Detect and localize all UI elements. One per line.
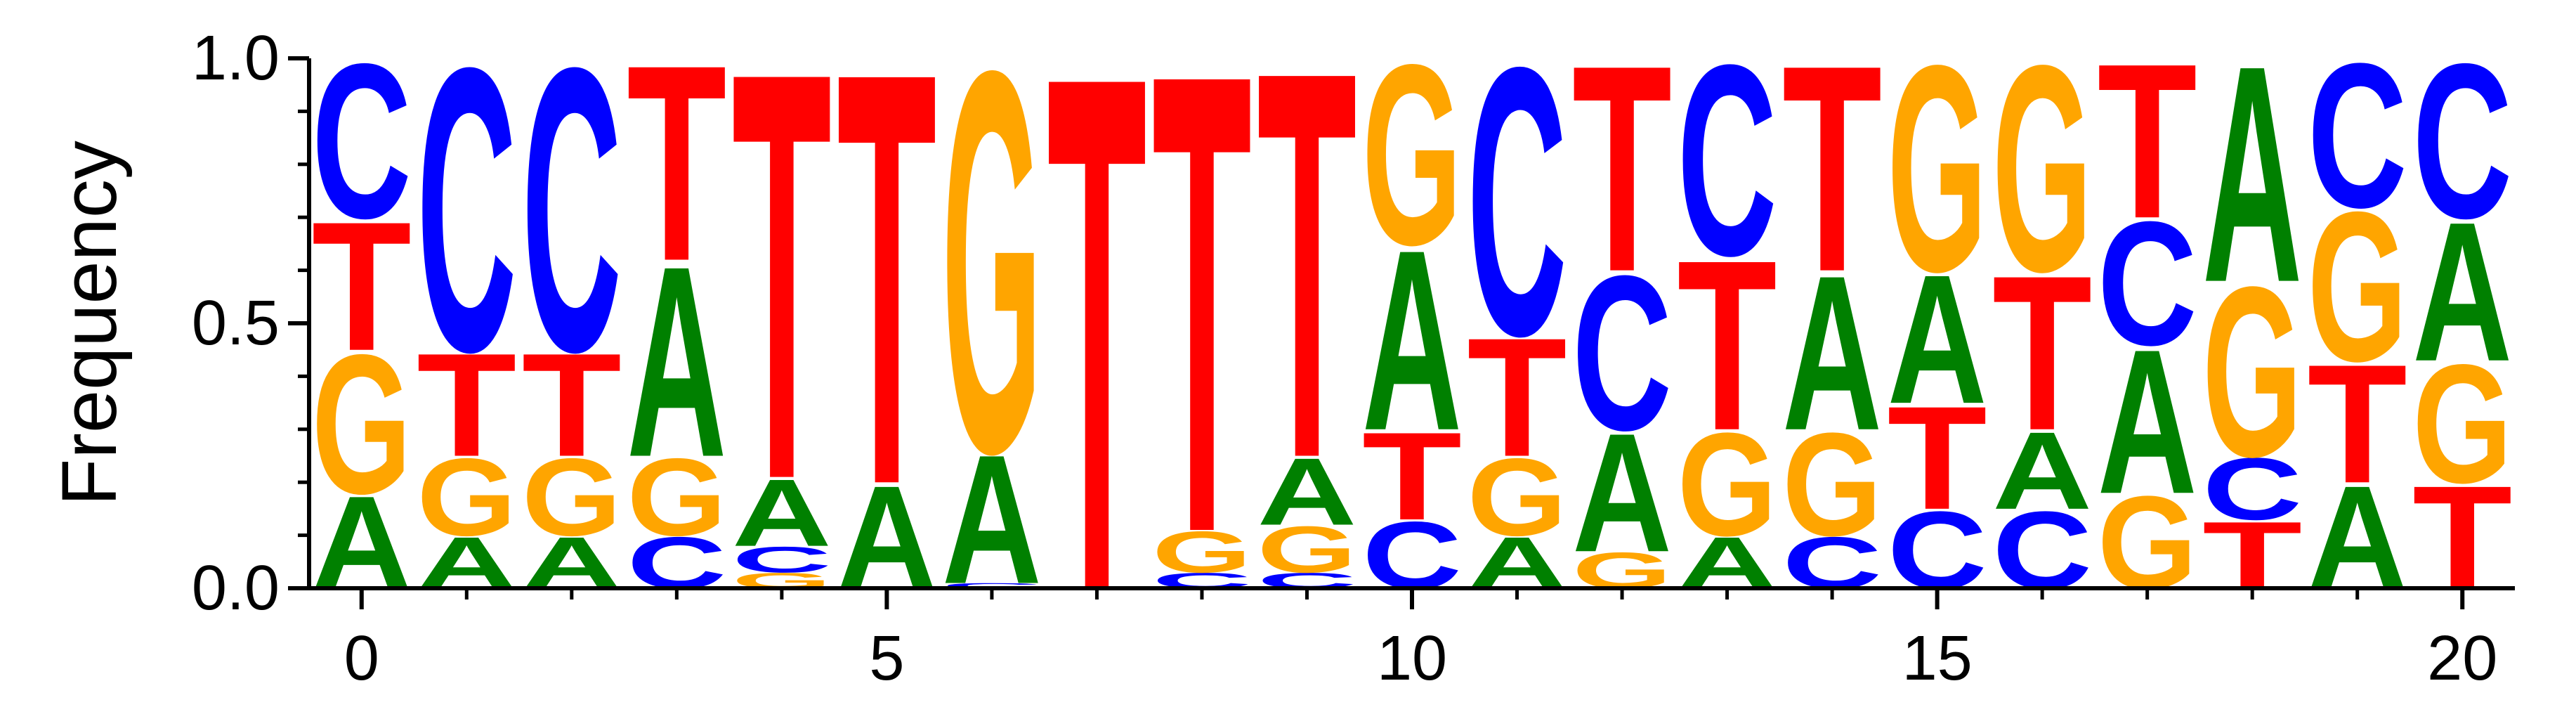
logo-letter-G-pos-2: G	[522, 436, 622, 559]
logo-letter-T-pos-8: T	[1152, 0, 1252, 669]
y-tick-label-2: 1.0	[192, 23, 280, 93]
logo-letter-C-pos-6: C	[942, 582, 1042, 590]
logo-letter-G-pos-13: G	[1678, 402, 1777, 567]
logo-letter-G-pos-11: G	[1467, 436, 1567, 559]
logo-letter-T-pos-19: T	[2308, 330, 2407, 519]
position-stack-7: T	[1047, 0, 1146, 726]
logo-letter-C-pos-2: C	[522, 0, 622, 436]
x-tick-label-1: 5	[869, 623, 904, 694]
logo-letter-A-pos-14: A	[1782, 230, 1882, 477]
logo-letter-G-pos-16: G	[1992, 4, 2092, 333]
logo-letter-C-pos-0: C	[312, 18, 412, 264]
logo-letter-G-pos-1: G	[417, 436, 516, 559]
logo-letter-T-pos-1: T	[417, 323, 516, 487]
logo-letter-C-pos-13: C	[1678, 9, 1777, 313]
logo-letter-G-pos-10: G	[1362, 12, 1462, 299]
y-axis-label: Frequency	[46, 141, 133, 506]
logo-letter-T-pos-11: T	[1467, 304, 1567, 493]
position-stack-5: AT	[837, 0, 936, 620]
logo-letter-C-pos-20: C	[2412, 18, 2512, 264]
logo-letter-G-pos-9: G	[1257, 512, 1356, 587]
logo-letter-T-pos-3: T	[627, 8, 726, 320]
logo-letter-A-pos-4: A	[732, 460, 832, 566]
logo-letter-C-pos-11: C	[1467, 0, 1567, 415]
logo-letter-G-pos-6: G	[942, 0, 1042, 566]
logo-letter-T-pos-4: T	[732, 0, 832, 600]
x-tick-label-4: 20	[2427, 623, 2497, 694]
logo-letter-G-pos-8: G	[1152, 519, 1252, 585]
y-tick-label-0: 0.0	[192, 553, 280, 623]
position-stack-6: CAG	[942, 0, 1042, 623]
logo-letter-T-pos-5: T	[837, 0, 936, 608]
logo-letter-A-pos-15: A	[1888, 237, 1987, 443]
x-tick-label-0: 0	[344, 623, 379, 694]
logo-letter-G-pos-20: G	[2412, 330, 2512, 519]
axes: 0.0 0.5 1.0 0 5 10 15 20 Frequency	[46, 23, 2515, 694]
logo-letter-G-pos-15: G	[1888, 4, 1987, 333]
logo-letter-T-pos-14: T	[1782, 4, 1882, 333]
logo-letter-C-pos-12: C	[1572, 230, 1672, 477]
logo-letter-T-pos-13: T	[1678, 210, 1777, 481]
logo-letter-C-pos-4: C	[732, 539, 832, 580]
logo-letter-G-pos-3: G	[627, 436, 726, 559]
x-tick-label-2: 10	[1377, 623, 1447, 694]
logo-letter-G-pos-0: G	[312, 314, 412, 536]
logo-letter-T-pos-0: T	[312, 184, 412, 389]
logo-letter-A-pos-16: A	[1992, 409, 2092, 533]
logo-letter-A-pos-9: A	[1257, 438, 1356, 545]
logo-letter-T-pos-10: T	[1362, 406, 1462, 546]
logo-letter-T-pos-16: T	[1992, 230, 2092, 477]
logo-letter-C-pos-1: C	[417, 0, 516, 436]
x-tick-label-3: 15	[1902, 623, 1973, 694]
logo-letter-A-pos-17: A	[2098, 306, 2197, 537]
logo-letter-G-pos-18: G	[2202, 236, 2302, 507]
logo-letter-C-pos-18: C	[2202, 440, 2302, 538]
logo-letter-A-pos-3: A	[627, 210, 726, 514]
logo-letter-C-pos-19: C	[2308, 20, 2407, 251]
logo-letter-T-pos-12: T	[1572, 4, 1672, 333]
logo-letter-A-pos-18: A	[2202, 2, 2302, 347]
logo-letter-G-pos-14: G	[1782, 402, 1882, 567]
logo-letter-G-pos-19: G	[2308, 168, 2407, 406]
logo-letter-A-pos-12: A	[1572, 398, 1672, 587]
logo-letter-A-pos-20: A	[2412, 181, 2512, 403]
y-tick-label-1: 0.5	[192, 288, 280, 358]
logo-letter-C-pos-17: C	[2098, 185, 2197, 382]
logo-letter-A-pos-10: A	[1362, 197, 1462, 485]
position-stack-8: CGT	[1152, 0, 1252, 669]
logo-letter-T-pos-9: T	[1257, 0, 1356, 573]
logo-letter-T-pos-7: T	[1047, 0, 1146, 722]
logo-letter-T-pos-2: T	[522, 323, 622, 487]
logo-letter-T-pos-17: T	[2098, 18, 2197, 264]
logo-letter-T-pos-15: T	[1888, 376, 1987, 540]
